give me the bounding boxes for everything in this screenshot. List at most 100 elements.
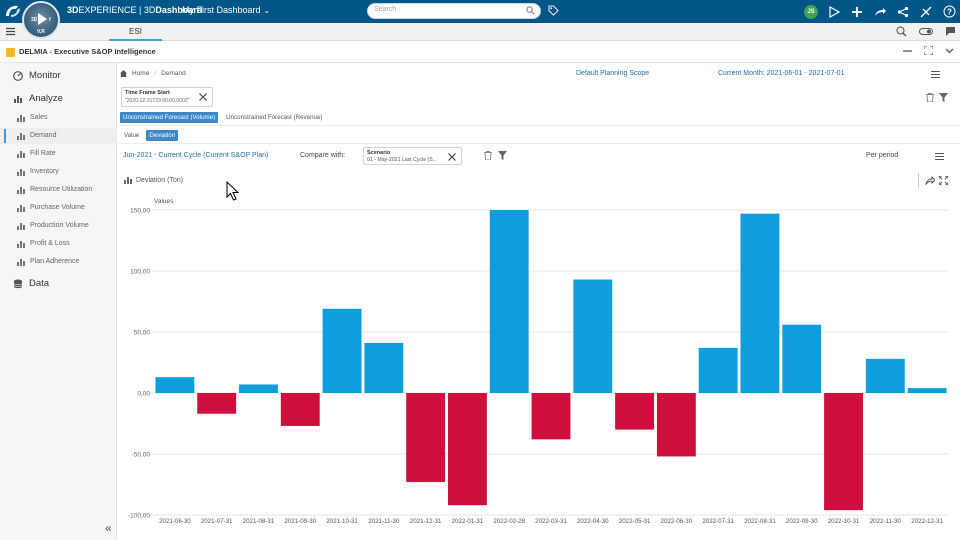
user-avatar[interactable]: JS bbox=[804, 4, 818, 19]
sidebar-section-data[interactable]: Data bbox=[0, 274, 117, 294]
tag-icon[interactable] bbox=[548, 5, 559, 16]
bar bbox=[782, 324, 822, 393]
share-play-icon[interactable] bbox=[827, 5, 841, 19]
trash-icon[interactable] bbox=[484, 151, 492, 160]
svg-text:?: ? bbox=[947, 7, 952, 16]
bar-chart-icon bbox=[124, 177, 132, 184]
x-tick-label: 2022-08-31 bbox=[744, 518, 776, 525]
ds-logo-icon[interactable] bbox=[4, 3, 22, 19]
bar bbox=[447, 393, 487, 506]
menu-icon[interactable] bbox=[931, 70, 940, 79]
add-icon[interactable] bbox=[850, 5, 864, 19]
x-tick-label: 2022-06-30 bbox=[661, 518, 693, 525]
tab-unconstrained-forecast-revenue[interactable]: Unconstrained Forecast (Revenue) bbox=[226, 114, 323, 121]
sidebar-section-monitor[interactable]: Monitor bbox=[0, 66, 117, 86]
bar-chart-icon bbox=[17, 169, 25, 176]
sidebar-item-inventory[interactable]: Inventory bbox=[0, 164, 117, 180]
bar-chart-icon bbox=[17, 259, 25, 266]
x-tick-label: 2021-11-30 bbox=[368, 518, 400, 525]
chevron-down-icon[interactable] bbox=[945, 46, 954, 55]
x-tick-label: 2022-05-31 bbox=[619, 518, 651, 525]
y-tick-label: 50,00 bbox=[134, 330, 151, 337]
x-tick-label: 2022-02-28 bbox=[493, 518, 525, 525]
tab-esi[interactable]: ESI bbox=[109, 23, 162, 41]
bar bbox=[824, 393, 863, 511]
help-icon[interactable]: ? bbox=[942, 5, 956, 19]
share-icon[interactable] bbox=[925, 176, 935, 185]
home-icon[interactable] bbox=[120, 70, 127, 77]
sidebar-item-resource-utilization[interactable]: Resource Utilization bbox=[0, 182, 117, 198]
y-axis-title: Values bbox=[154, 198, 174, 205]
bar bbox=[155, 377, 195, 393]
top-bar: 3DEXPERIENCE | 3DDashboard My First Dash… bbox=[0, 0, 960, 23]
tab-unconstrained-forecast-volume[interactable]: Unconstrained Forecast (Volume) bbox=[120, 112, 219, 123]
bar bbox=[280, 393, 320, 426]
x-tick-label: 2022-07-31 bbox=[702, 518, 734, 525]
hamburger-menu-icon[interactable] bbox=[6, 27, 15, 36]
forward-icon[interactable] bbox=[873, 5, 887, 19]
gauge-icon bbox=[13, 71, 23, 81]
x-tick-label: 2021-10-31 bbox=[326, 518, 358, 525]
sidebar-item-profit-loss[interactable]: Profit & Loss bbox=[0, 236, 117, 252]
bar-chart-icon bbox=[17, 133, 25, 140]
database-icon bbox=[13, 279, 23, 289]
compare-with-label: Compare with: bbox=[300, 152, 346, 159]
deviation-bar-chart: Values 150,00 100,00 50,00 0,00 -50,00 -100,00… bbox=[128, 198, 948, 525]
y-tick-label: -100,00 bbox=[128, 513, 150, 520]
current-cycle-link[interactable]: Jun-2021 - Current Cycle (Current S&OP P… bbox=[123, 152, 269, 159]
bar bbox=[364, 342, 404, 393]
chart-title: Deviation (Ton) bbox=[136, 176, 184, 184]
minimize-icon[interactable] bbox=[903, 46, 912, 55]
breadcrumb-separator: / bbox=[154, 70, 157, 77]
x-tick-label: 2022-03-31 bbox=[535, 518, 567, 525]
time-frame-filter-chip[interactable]: Time Frame Start "2020-12-31T23:00:00.00… bbox=[121, 87, 213, 107]
bar-chart-icon bbox=[17, 151, 25, 158]
x-tick-label: 2022-09-30 bbox=[786, 518, 818, 525]
chat-icon[interactable] bbox=[945, 26, 956, 37]
compass-widget[interactable]: 3D f V,R bbox=[22, 1, 60, 39]
chart-header: Deviation (Ton) bbox=[124, 176, 183, 184]
sidebar-item-plan-adherence[interactable]: Plan Adherence bbox=[0, 254, 117, 270]
trash-icon[interactable] bbox=[926, 93, 934, 102]
toggle-view-icon[interactable] bbox=[919, 26, 933, 37]
sidebar-item-purchase-volume[interactable]: Purchase Volume bbox=[0, 200, 117, 216]
close-icon[interactable] bbox=[199, 93, 207, 101]
breadcrumb: Home / Demand bbox=[120, 70, 186, 77]
bar-chart-icon bbox=[17, 205, 25, 212]
filter-icon[interactable] bbox=[498, 151, 507, 160]
search-input[interactable]: Search bbox=[367, 3, 541, 19]
bar bbox=[406, 393, 446, 483]
tools-icon[interactable] bbox=[919, 5, 933, 19]
menu-icon[interactable] bbox=[935, 152, 944, 161]
tab-deviation[interactable]: Deviation bbox=[146, 130, 179, 141]
current-month-link[interactable]: Current Month: 2021-06-01 - 2021-07-01 bbox=[718, 70, 845, 77]
search-icon[interactable] bbox=[526, 6, 535, 15]
period-label[interactable]: Per period bbox=[866, 152, 899, 159]
sidebar-item-production-volume[interactable]: Production Volume bbox=[0, 218, 117, 234]
tab-bar: ESI bbox=[0, 23, 960, 41]
sidebar-item-fill-rate[interactable]: Fill Rate bbox=[0, 146, 117, 162]
breadcrumb-home[interactable]: Home bbox=[132, 70, 150, 77]
sidebar-section-analyze[interactable]: Analyze bbox=[0, 89, 117, 109]
x-tick-label: 2021-12-31 bbox=[410, 518, 442, 525]
scenario-filter-chip[interactable]: Scenario 01 - May-2021 Last Cycle (S... bbox=[363, 147, 462, 165]
close-icon[interactable] bbox=[448, 153, 456, 161]
collapse-sidebar-button[interactable]: « bbox=[105, 521, 112, 535]
expand-icon[interactable] bbox=[939, 176, 948, 185]
dashboard-title[interactable]: My First Dashboard ⌄ bbox=[182, 5, 271, 15]
bar bbox=[698, 347, 738, 393]
bar bbox=[239, 384, 278, 393]
maximize-icon[interactable] bbox=[924, 46, 933, 55]
bar bbox=[907, 388, 947, 393]
x-tick-label: 2022-11-30 bbox=[870, 518, 902, 525]
bar bbox=[531, 393, 571, 440]
filter-icon[interactable] bbox=[939, 93, 948, 102]
planning-scope-link[interactable]: Default Planning Scope bbox=[576, 70, 650, 77]
divider bbox=[118, 143, 960, 144]
sidebar-item-demand[interactable]: Demand bbox=[0, 128, 117, 144]
network-share-icon[interactable] bbox=[896, 5, 910, 19]
x-tick-label: 2021-09-30 bbox=[284, 518, 316, 525]
zoom-search-icon[interactable] bbox=[896, 26, 907, 37]
tab-value[interactable]: Value bbox=[124, 132, 140, 139]
sidebar-item-sales[interactable]: Sales bbox=[0, 110, 117, 126]
